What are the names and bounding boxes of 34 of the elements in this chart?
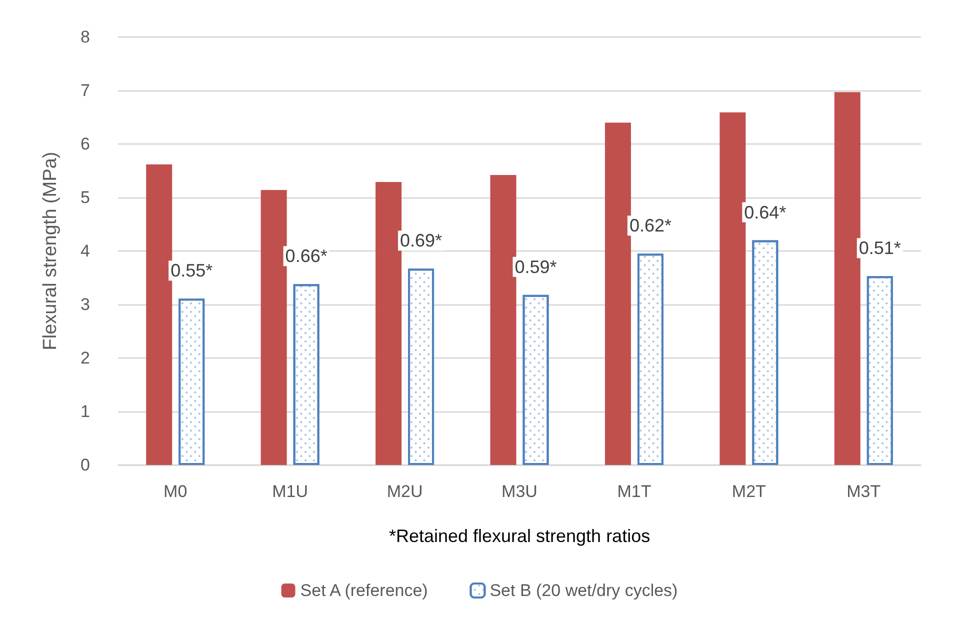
- x-tick-label: M3U: [502, 482, 538, 501]
- annotation: 0.51*: [858, 238, 901, 258]
- y-tick-label: 4: [80, 242, 90, 260]
- y-tick-label: 0: [80, 456, 90, 474]
- annotation: 0.69*: [400, 230, 442, 251]
- bar: [834, 92, 860, 465]
- x-tick-label: M2T: [732, 482, 766, 501]
- legend-label: Set B (20 wet/dry cycles): [490, 581, 678, 600]
- legend-label: Set A (reference): [300, 581, 428, 600]
- x-tick-label: M2U: [386, 482, 423, 501]
- annotation: 0.66*: [285, 246, 328, 266]
- y-tick-label: 6: [80, 134, 90, 154]
- y-tick-label: 7: [80, 81, 90, 100]
- bar: [146, 164, 172, 465]
- y-tick-label: 5: [80, 188, 90, 207]
- y-tick-label: 2: [80, 348, 90, 368]
- x-tick-label: M0: [164, 482, 188, 501]
- bar: [490, 175, 516, 465]
- annotation: 0.59*: [514, 256, 557, 277]
- y-tick-label: 8: [80, 28, 90, 46]
- bar: [376, 182, 402, 465]
- y-tick-label: 1: [80, 402, 90, 421]
- y-tick-label: 3: [80, 295, 90, 314]
- x-tick-label: M3T: [846, 482, 881, 501]
- x-axis-title: *Retained flexural strength ratios: [388, 526, 650, 546]
- annotation: 0.62*: [629, 216, 672, 236]
- bar: [260, 190, 287, 465]
- bar: [604, 122, 631, 465]
- y-axis-title: Flexural strength (MPa): [40, 152, 61, 350]
- annotation: 0.55*: [170, 260, 213, 281]
- bar: [720, 112, 746, 465]
- x-tick-label: M1T: [617, 482, 652, 501]
- annotation: 0.64*: [744, 202, 786, 222]
- x-tick-label: M1U: [272, 482, 308, 501]
